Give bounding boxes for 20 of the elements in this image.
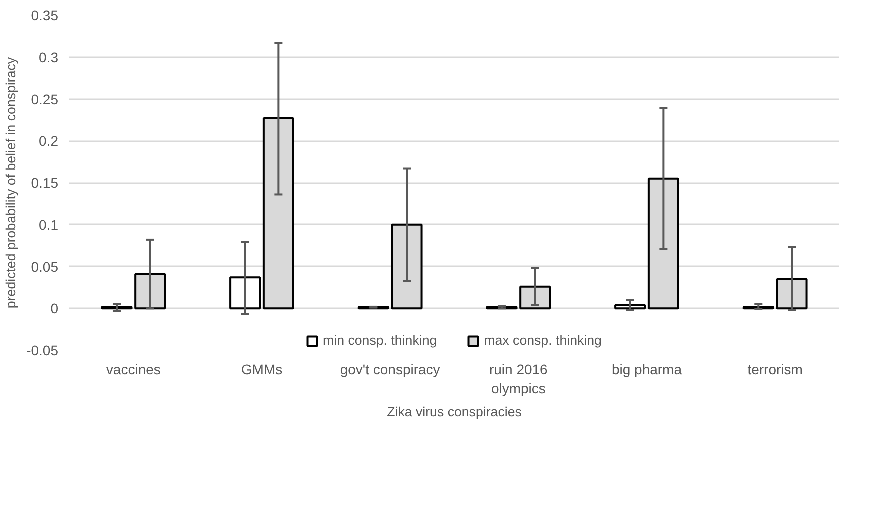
y-tick-label: 0.15 — [31, 175, 59, 191]
x-tick-label: vaccines — [106, 362, 161, 378]
x-tick-label: big pharma — [612, 362, 682, 378]
y-tick-label: 0.2 — [39, 133, 59, 150]
x-tick-label: GMMs — [241, 362, 283, 378]
y-axis-title: predicted probability of belief in conspiracy — [4, 57, 19, 309]
y-tick-label: 0.05 — [31, 258, 59, 275]
y-tick-label: 0.1 — [39, 216, 59, 233]
legend-label: min consp. thinking — [323, 333, 438, 348]
x-tick-label: ruin 2016 olympics — [489, 362, 548, 397]
y-tick-label: -0.05 — [26, 342, 59, 358]
x-axis-title: Zika virus conspiracies — [387, 404, 522, 420]
y-tick-label: 0 — [50, 300, 59, 317]
x-tick-label: terrorism — [748, 362, 803, 378]
legend-label: max consp. thinking — [484, 333, 602, 348]
y-tick-label: 0.35 — [31, 8, 59, 24]
x-tick-label: gov't conspiracy — [340, 362, 440, 378]
y-tick-label: 0.3 — [39, 49, 59, 66]
bar — [230, 276, 262, 310]
y-tick-label: 0.25 — [31, 91, 59, 108]
